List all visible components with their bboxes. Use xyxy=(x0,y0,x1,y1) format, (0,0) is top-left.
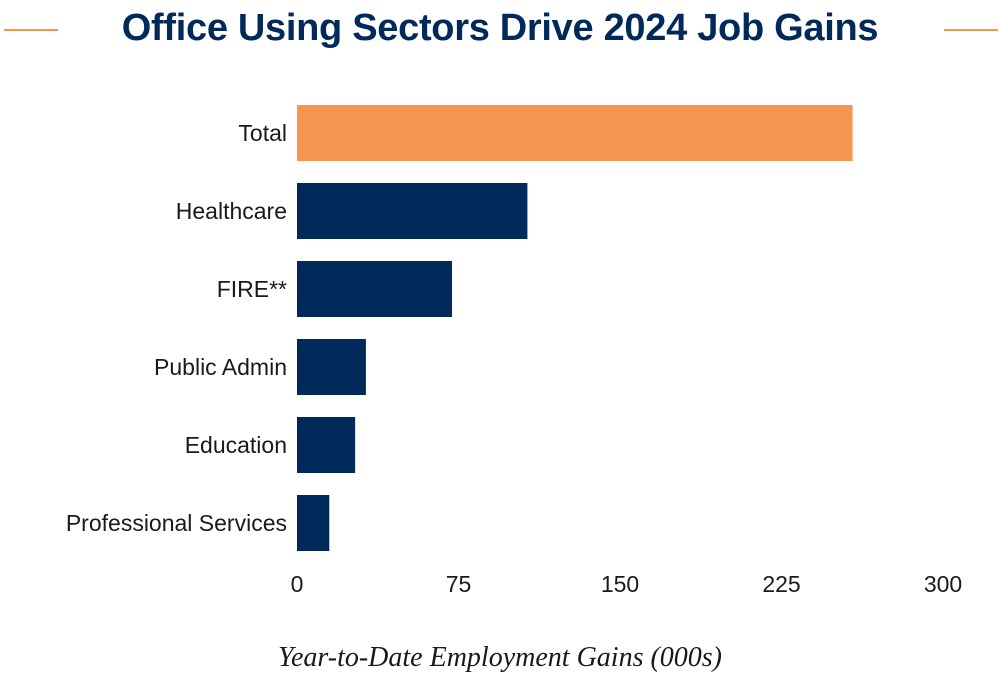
x-tick-label-75: 75 xyxy=(446,571,472,597)
category-label-healthcare: Healthcare xyxy=(176,198,287,224)
title-rule-right xyxy=(944,29,998,31)
bar-professional-services xyxy=(297,495,330,551)
bar-education xyxy=(297,417,356,473)
bar-healthcare xyxy=(297,183,528,239)
category-label-education: Education xyxy=(185,432,287,458)
chart-title: Office Using Sectors Drive 2024 Job Gain… xyxy=(121,7,879,49)
category-label-total: Total xyxy=(238,120,287,146)
category-label-fire: FIRE** xyxy=(217,276,287,302)
bar-public-admin xyxy=(297,339,366,395)
x-tick-label-225: 225 xyxy=(762,571,800,597)
category-label-professional-services: Professional Services xyxy=(66,510,287,536)
x-tick-label-150: 150 xyxy=(601,571,639,597)
x-tick-label-300: 300 xyxy=(924,571,962,597)
bar-total xyxy=(297,105,853,161)
title-rule-left xyxy=(4,29,58,31)
x-tick-label-0: 0 xyxy=(291,571,304,597)
category-label-public-admin: Public Admin xyxy=(154,354,287,380)
bar-fire xyxy=(297,261,453,317)
chart-title-row: Office Using Sectors Drive 2024 Job Gain… xyxy=(0,0,1000,60)
x-axis-title: Year-to-Date Employment Gains (000s) xyxy=(277,642,723,673)
